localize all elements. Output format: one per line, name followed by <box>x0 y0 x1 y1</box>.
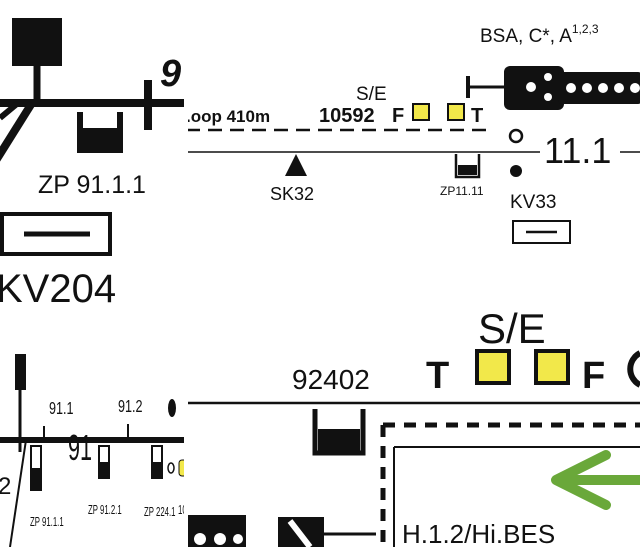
signal-head-block <box>12 18 62 66</box>
panel-top-right: BSA, C*, A1,2,3 S/E .oop 410m 10592 F T … <box>186 0 640 285</box>
zp-detector-symbol <box>454 154 481 179</box>
signal-number: 92402 <box>292 364 370 395</box>
pos-91-2: 91.2 <box>118 397 142 417</box>
diverging-track <box>0 100 36 162</box>
f-label: F <box>392 105 404 127</box>
signal-lamp-b <box>214 533 226 545</box>
f-indicator-yellow <box>412 103 430 121</box>
t-label: T <box>471 105 483 127</box>
aspects-label: BSA, C*, A1,2,3 <box>480 22 599 47</box>
se-label: S/E <box>356 84 387 105</box>
top-right-diagram: BSA, C*, A1,2,3 S/E .oop 410m 10592 F T … <box>186 22 640 244</box>
green-arrow-head <box>551 450 611 510</box>
lower-branch <box>0 100 20 121</box>
zp-label-2: ZP 91.2.1 <box>88 503 122 518</box>
kv-label: KV33 <box>510 192 556 213</box>
partial-symbol-edge <box>627 350 640 388</box>
signal-lamp-3 <box>544 93 552 101</box>
zp-detector-fill <box>318 429 360 451</box>
open-marker <box>508 128 524 144</box>
signal-lamp-5 <box>582 83 592 93</box>
zp-label-3: ZP 224.1 <box>144 505 176 520</box>
zp-detector-1 <box>30 445 42 491</box>
zp-label: ZP11.11 <box>440 184 484 198</box>
sk-label: SK32 <box>270 184 314 204</box>
signal-slash <box>287 519 313 547</box>
zp-detector-symbol <box>77 112 123 153</box>
signal-lamp-2 <box>544 73 552 81</box>
signal-lamp-4 <box>566 83 576 93</box>
zp-label: ZP 91.1.1 <box>38 171 146 199</box>
filled-marker <box>510 165 522 177</box>
sk-triangle <box>285 154 307 176</box>
kv-box <box>512 220 571 244</box>
big-91: 91 <box>68 428 92 468</box>
zp-detector-fill <box>83 128 117 147</box>
route-label: H.1.2/Hi.BES <box>402 519 555 547</box>
zp-detector-1-fill <box>32 468 40 489</box>
zp-detector-3 <box>151 445 163 479</box>
signal-number: 10592 <box>319 105 375 127</box>
kv-box <box>0 212 112 256</box>
separator-horizontal-left <box>0 320 186 334</box>
t-indicator-yellow <box>475 349 511 385</box>
panel-bottom-left: 2 91.1 91 91.2 ZP 91.1.1 ZP 91.2.1 ZP 22… <box>0 334 186 547</box>
zp-detector-fill <box>458 165 477 175</box>
signal-lamp-8 <box>630 83 640 93</box>
zp-label-1: ZP 91.1.1 <box>30 515 64 530</box>
se-label: S/E <box>478 305 546 352</box>
zp-detector-symbol <box>312 409 366 456</box>
loop-label: .oop 410m <box>186 107 270 126</box>
zp-detector-3-fill <box>153 462 161 477</box>
open-marker <box>167 462 175 474</box>
diverging-track <box>9 439 27 547</box>
filled-marker <box>168 399 176 417</box>
aspects-superscript: 1,2,3 <box>572 22 599 36</box>
zp-detector-2-fill <box>100 462 108 477</box>
right-num: 10 <box>178 503 186 518</box>
km-label: 11.1 <box>544 130 611 171</box>
top-left-diagram: 9 ZP 91.1.1 KV204 <box>0 18 186 311</box>
separator-vertical <box>184 0 188 547</box>
bottom-left-diagram: 2 91.1 91 91.2 ZP 91.1.1 ZP 91.2.1 ZP 22… <box>0 354 186 547</box>
signal-lamp-7 <box>614 83 624 93</box>
signal-lamp-a <box>194 533 206 545</box>
f-indicator-yellow <box>534 349 570 385</box>
signal-lamp-6 <box>598 83 608 93</box>
left-digit: 2 <box>0 473 11 500</box>
panel-bottom-right: S/E 92402 T F H.1.2/Hi.BES <box>186 285 640 547</box>
t-indicator-yellow <box>447 103 465 121</box>
pos-91-1: 91.1 <box>49 399 73 419</box>
kv-label: KV204 <box>0 267 116 311</box>
f-label: F <box>582 355 605 397</box>
km-digit: 9 <box>160 53 181 95</box>
signal-head-block <box>15 354 26 390</box>
zp-detector-2 <box>98 445 110 479</box>
signal-lamp-c <box>233 534 243 544</box>
t-label: T <box>426 355 449 397</box>
bottom-right-diagram: S/E 92402 T F H.1.2/Hi.BES <box>186 305 640 547</box>
signal-lamp-1 <box>526 82 536 92</box>
panel-top-left: 9 ZP 91.1.1 KV204 <box>0 0 186 320</box>
